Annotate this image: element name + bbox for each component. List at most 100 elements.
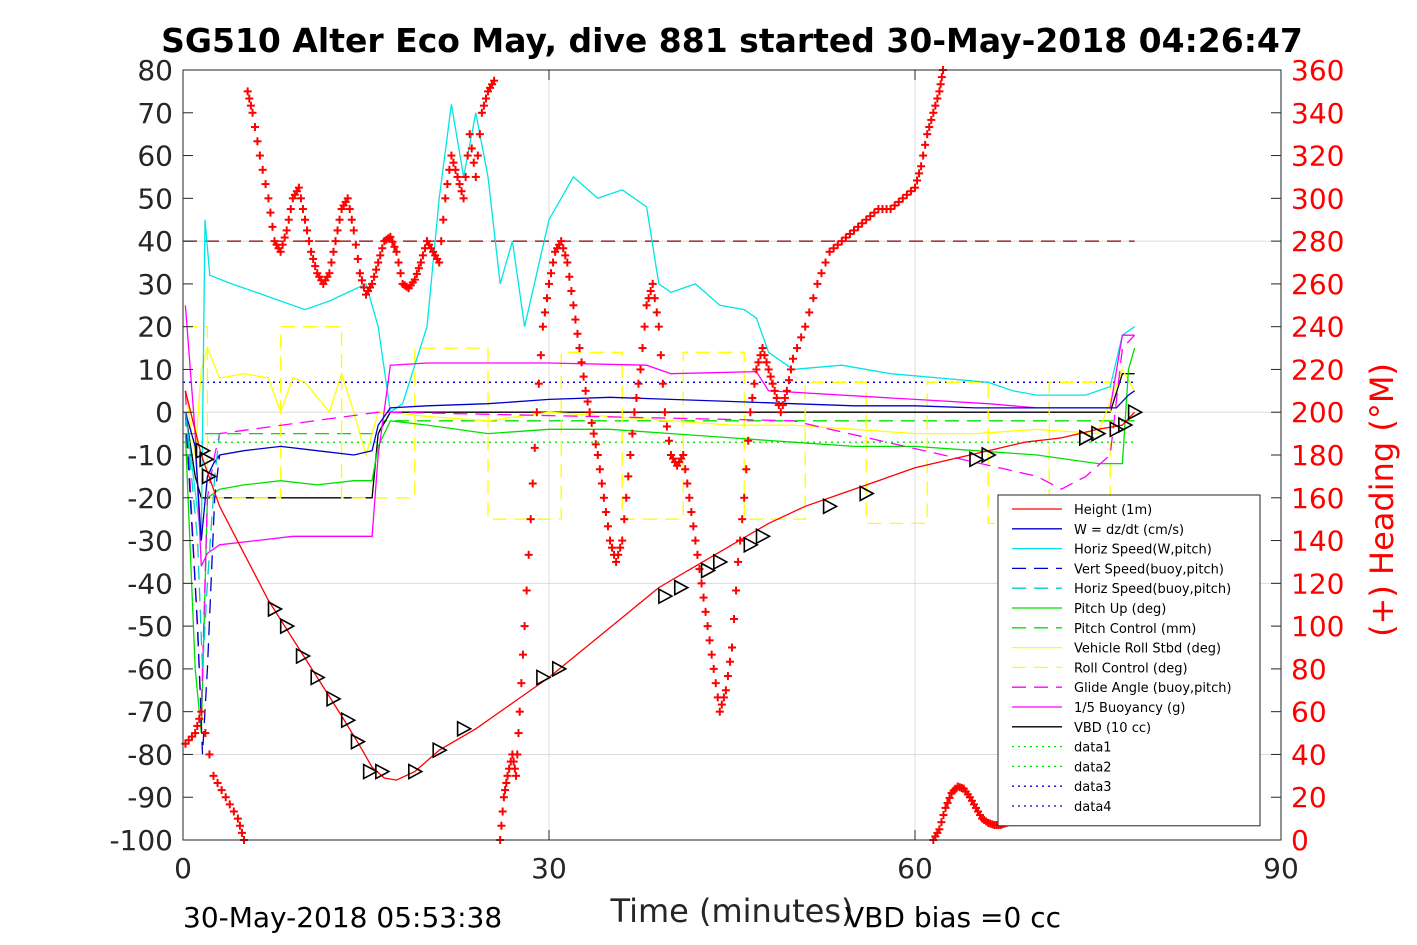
heading-marker <box>915 169 924 178</box>
heading-marker <box>585 408 594 417</box>
heading-marker <box>898 194 907 203</box>
heading-marker <box>443 180 452 189</box>
heading-marker <box>191 729 200 738</box>
heading-marker <box>825 247 834 256</box>
legend-entry-label: data1 <box>1074 741 1112 756</box>
triangle-marker <box>201 468 218 485</box>
heading-marker <box>601 508 610 517</box>
heading-marker <box>599 493 608 502</box>
heading-marker <box>524 550 533 559</box>
legend-entry-label: 1/5 Buoyancy (g) <box>1074 701 1185 716</box>
triangle-marker <box>658 587 674 605</box>
heading-marker <box>258 165 267 174</box>
heading-marker <box>715 707 724 716</box>
legend-entry-label: Pitch Up (deg) <box>1074 602 1166 617</box>
heading-marker <box>913 176 922 185</box>
triangle-marker <box>712 553 729 571</box>
right-tick-label: 240 <box>1291 311 1344 344</box>
heading-layer <box>181 66 1017 844</box>
y-tick-label: 50 <box>137 182 173 215</box>
heading-marker <box>435 258 444 267</box>
heading-marker <box>497 821 506 830</box>
right-tick-label: 300 <box>1291 182 1344 215</box>
series-line-glide-angle-buoy-pitch <box>184 334 1136 712</box>
heading-marker <box>921 140 930 149</box>
heading-marker <box>534 379 543 388</box>
heading-marker <box>536 351 545 360</box>
triangle-marker <box>700 562 717 579</box>
y-tick-label: 70 <box>137 97 173 130</box>
heading-marker <box>412 269 421 278</box>
heading-marker <box>457 187 466 196</box>
heading-marker <box>640 322 649 331</box>
heading-marker <box>542 294 551 303</box>
heading-marker <box>664 436 673 445</box>
heading-marker <box>809 294 818 303</box>
heading-marker <box>768 379 777 388</box>
heading-marker <box>721 686 730 695</box>
heading-marker <box>378 244 387 253</box>
heading-marker <box>532 408 541 417</box>
heading-marker <box>353 254 362 263</box>
heading-marker <box>793 344 802 353</box>
heading-marker <box>636 365 645 374</box>
heading-marker <box>193 721 202 730</box>
heading-marker <box>789 354 797 363</box>
heading-marker <box>829 244 838 253</box>
heading-marker <box>801 322 810 331</box>
heading-marker <box>276 247 285 256</box>
heading-marker <box>935 87 944 96</box>
right-tick-label: 280 <box>1291 225 1344 258</box>
heading-marker <box>746 408 755 417</box>
heading-marker <box>760 351 769 360</box>
heading-marker <box>662 422 671 431</box>
heading-marker <box>311 262 320 271</box>
heading-marker <box>461 172 470 181</box>
heading-marker <box>587 418 596 427</box>
heading-marker <box>931 101 940 110</box>
legend-entry-label: Pitch Control (mm) <box>1074 622 1196 637</box>
y-tick-label: -50 <box>127 610 173 643</box>
heading-marker <box>606 536 614 545</box>
heading-marker <box>349 226 358 235</box>
heading-marker <box>515 707 524 716</box>
heading-marker <box>862 215 871 224</box>
heading-marker <box>509 757 518 766</box>
heading-marker <box>687 508 696 517</box>
triangle-marker <box>536 669 552 686</box>
heading-marker <box>906 187 915 196</box>
heading-marker <box>902 190 911 199</box>
heading-marker <box>528 479 537 488</box>
y-tick-label: 0 <box>155 396 173 429</box>
triangle-marker <box>432 741 448 759</box>
heading-marker <box>945 793 954 802</box>
right-tick-label: 160 <box>1291 482 1344 515</box>
heading-marker <box>654 322 663 331</box>
series-line-1-5-buoyancy-g <box>184 305 1135 567</box>
heading-marker <box>368 279 377 288</box>
heading-marker <box>503 771 512 780</box>
heading-marker <box>355 269 364 278</box>
heading-marker <box>579 372 588 381</box>
triangle-marker <box>375 763 391 780</box>
heading-marker <box>327 258 336 267</box>
heading-marker <box>620 515 629 524</box>
heading-marker <box>923 130 932 139</box>
heading-marker <box>439 215 448 224</box>
heading-marker <box>786 365 795 374</box>
heading-marker <box>526 515 535 524</box>
heading-marker <box>748 393 757 402</box>
legend-entry-label: data2 <box>1074 760 1112 775</box>
heading-marker <box>764 365 773 374</box>
heading-marker <box>246 101 255 110</box>
heading-marker <box>437 237 446 246</box>
x-tick-label: 90 <box>1263 852 1299 885</box>
heading-marker <box>573 329 582 338</box>
heading-marker <box>335 215 344 224</box>
heading-marker <box>209 771 218 780</box>
heading-marker <box>593 451 602 459</box>
heading-marker <box>709 664 718 673</box>
triangle-marker <box>350 733 367 750</box>
heading-marker <box>374 258 383 267</box>
